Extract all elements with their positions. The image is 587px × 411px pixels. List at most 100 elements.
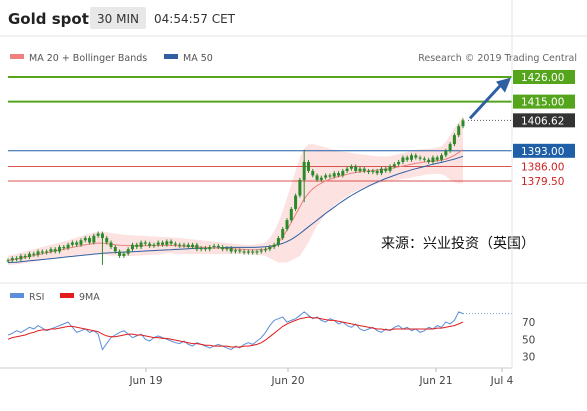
rsi-tick-label: 30 xyxy=(522,351,535,363)
time-tick-label: Jun 20 xyxy=(270,375,304,387)
level-label-1406-62: 1406.62 xyxy=(521,115,564,127)
candle-body xyxy=(53,249,57,252)
time-tick-label: Jun 19 xyxy=(128,375,162,387)
candle-body xyxy=(392,164,396,167)
candle-body xyxy=(379,168,383,174)
candle-body xyxy=(216,245,220,247)
candle-body xyxy=(135,244,139,247)
candle-body xyxy=(345,168,349,171)
candle-body xyxy=(225,248,229,250)
candle-body xyxy=(148,243,152,246)
candle-body xyxy=(169,241,173,244)
candle-body xyxy=(375,170,379,174)
rsi-ma-line xyxy=(7,316,464,348)
candle-body xyxy=(354,166,358,171)
rsi-grid: 30 50 70 xyxy=(463,313,535,363)
candle-body xyxy=(388,166,392,171)
level-tag-1415-00 xyxy=(513,94,575,109)
chart-title: Gold spot xyxy=(8,10,89,28)
candle-body xyxy=(457,126,461,136)
candle-body xyxy=(27,253,31,258)
candle-body xyxy=(79,240,83,245)
candle-body xyxy=(440,155,444,160)
candle-body xyxy=(367,170,371,173)
candle-body xyxy=(173,243,177,245)
candle-body xyxy=(118,251,122,256)
candle-body xyxy=(238,250,242,252)
forecast-arrow xyxy=(468,77,511,120)
timestamp: 04:54:57 CET xyxy=(154,12,236,26)
level-label-1415-00: 1415.00 xyxy=(521,97,564,109)
candle-body xyxy=(435,157,439,160)
candle-body xyxy=(341,170,345,176)
candle-body xyxy=(401,157,405,162)
level-tag-1393-00 xyxy=(513,143,575,158)
candle-body xyxy=(405,157,409,160)
arrow-head xyxy=(496,77,511,93)
candle-body xyxy=(113,246,117,252)
candle-body xyxy=(199,248,203,250)
candle-body xyxy=(259,250,263,252)
rsi-tick-label: 70 xyxy=(522,317,535,329)
candle-body xyxy=(289,208,293,221)
candle-body xyxy=(319,177,323,180)
candle-body xyxy=(264,249,268,251)
candle-body xyxy=(358,168,362,171)
price-levels xyxy=(8,76,512,182)
candle-body xyxy=(427,159,431,162)
candle-body xyxy=(161,242,165,245)
candle-body xyxy=(109,242,113,247)
candle-body xyxy=(195,244,199,250)
candle-body xyxy=(212,245,216,247)
candle-body xyxy=(122,253,126,256)
candle-body xyxy=(23,255,27,258)
candle-body xyxy=(178,244,182,246)
candle-body xyxy=(40,251,44,253)
candle-body xyxy=(10,258,14,261)
time-tick-label: Jun 21 xyxy=(418,375,452,387)
candle-body xyxy=(165,241,169,245)
candle-body xyxy=(75,242,79,245)
rsi-tick-label: 50 xyxy=(522,334,535,346)
candle-body xyxy=(444,150,448,156)
level-label-1386-00: 1386.00 xyxy=(521,161,564,173)
arrow-shaft xyxy=(468,81,505,120)
legend-label-9ma: 9MA xyxy=(79,292,100,303)
bollinger-band xyxy=(8,116,463,265)
time-axis: Jun 19 Jun 20 Jun 21 Jul 4 xyxy=(128,368,514,387)
interval-selector[interactable] xyxy=(90,7,146,29)
candle-body xyxy=(268,246,272,250)
legend-label-ma50: MA 50 xyxy=(183,53,213,64)
candle-body xyxy=(328,175,332,177)
level-tag-1406-62 xyxy=(513,113,575,128)
time-tick-label: Jul 4 xyxy=(490,375,514,387)
candle-body xyxy=(70,242,74,245)
price-level-labels: 1426.00 1415.00 1406.62 1393.00 1386.00 1379.… xyxy=(513,70,575,188)
candle-body xyxy=(349,166,353,169)
candle-body xyxy=(461,120,465,127)
candle-body xyxy=(45,251,49,253)
candle-body xyxy=(6,260,10,262)
candle-body xyxy=(105,238,109,243)
legend-label-ma20: MA 20 + Bollinger Bands xyxy=(29,53,147,64)
candle-body xyxy=(92,235,96,243)
candle-body xyxy=(234,250,237,252)
bollinger-band-area xyxy=(8,116,463,265)
candle-body xyxy=(32,253,36,255)
candle-body xyxy=(126,249,130,254)
candle-body xyxy=(242,251,246,253)
price-candles xyxy=(6,118,465,265)
candle-body xyxy=(251,251,255,253)
level-label-1379-50: 1379.50 xyxy=(521,176,564,188)
level-tag-1426-00 xyxy=(513,70,575,84)
interval-label: 30 MIN xyxy=(97,12,139,26)
candle-body xyxy=(19,255,23,260)
legend-swatch-rsi xyxy=(10,293,24,298)
candle-body xyxy=(83,238,87,241)
candle-body xyxy=(306,161,310,171)
candle-body xyxy=(371,170,375,173)
candle-body xyxy=(191,244,195,247)
candle-body xyxy=(298,179,302,196)
candle-body xyxy=(255,251,259,253)
candle-body xyxy=(182,244,186,246)
